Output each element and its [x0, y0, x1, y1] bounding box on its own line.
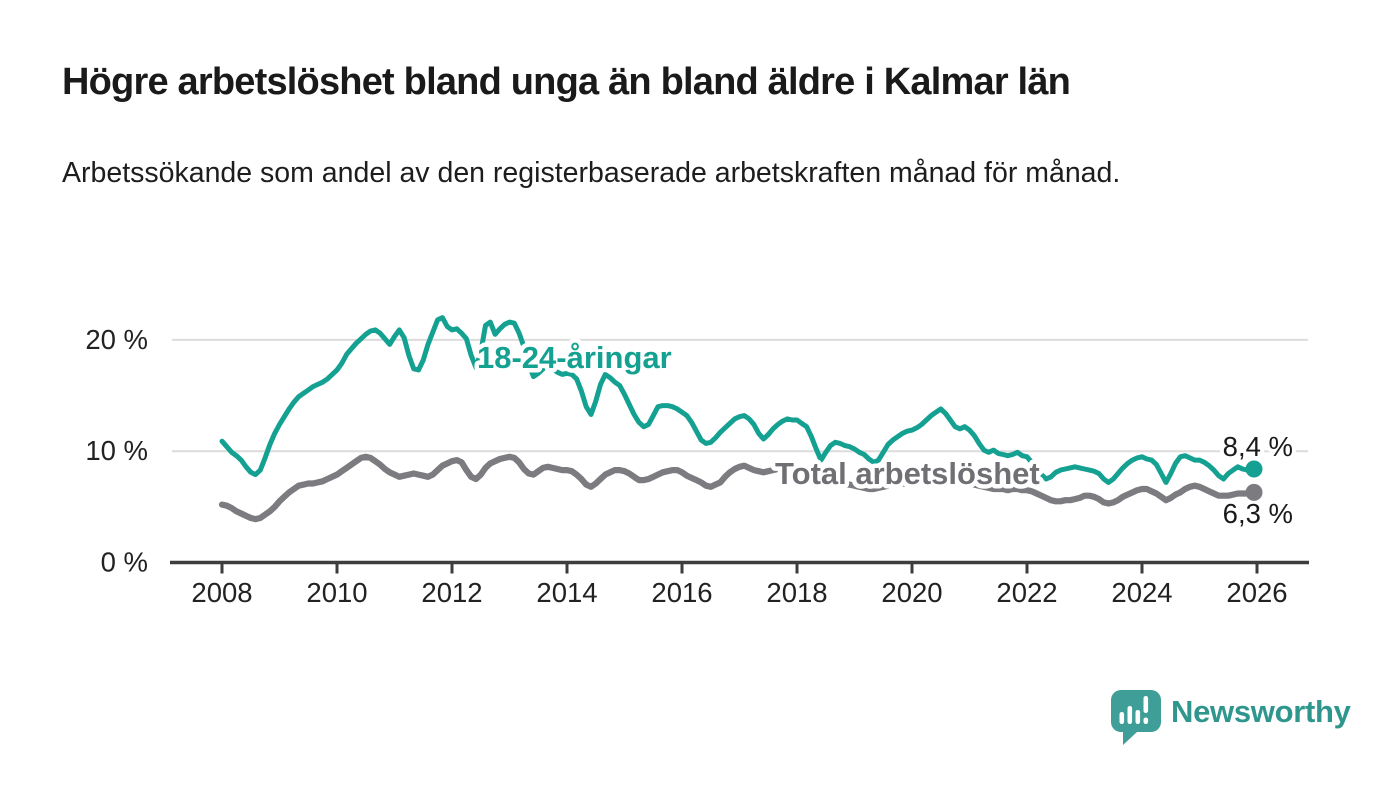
x-axis-label-2026: 2026: [1226, 577, 1287, 608]
x-axis-label-2018: 2018: [766, 577, 827, 608]
y-axis-label-0: 0 %: [101, 547, 148, 578]
x-axis-label-2022: 2022: [996, 577, 1057, 608]
y-axis-label-10: 10 %: [85, 435, 148, 466]
chart-subtitle: Arbetssökande som andel av den registerb…: [62, 157, 1121, 189]
logo-bar-chart-icon: [1119, 696, 1149, 724]
end-value-label-total: 6,3 %: [1223, 498, 1293, 529]
series-label-youth: 18-24-åringar: [477, 340, 672, 375]
end-value-label-youth: 8,4 %: [1223, 431, 1293, 462]
x-axis-label-2016: 2016: [651, 577, 712, 608]
series-label-total: Total arbetslöshet: [775, 456, 1040, 491]
newsworthy-logo: Newsworthy: [1111, 690, 1352, 745]
x-axis-label-2008: 2008: [191, 577, 252, 608]
series-end-dot-youth: [1245, 460, 1263, 478]
x-axis-label-2024: 2024: [1111, 577, 1172, 608]
x-axis-label-2020: 2020: [881, 577, 942, 608]
y-axis-label-20: 20 %: [85, 324, 148, 355]
series-line-total: [218, 453, 1261, 523]
brand-wordmark: Newsworthy: [1171, 694, 1352, 729]
x-axis-label-2012: 2012: [421, 577, 482, 608]
series-end-dot-total: [1245, 483, 1263, 501]
x-axis-label-2010: 2010: [306, 577, 367, 608]
page-title: Högre arbetslöshet bland unga än bland ä…: [62, 61, 1071, 103]
x-axis-label-2014: 2014: [536, 577, 597, 608]
series-line-youth: [219, 315, 1260, 485]
